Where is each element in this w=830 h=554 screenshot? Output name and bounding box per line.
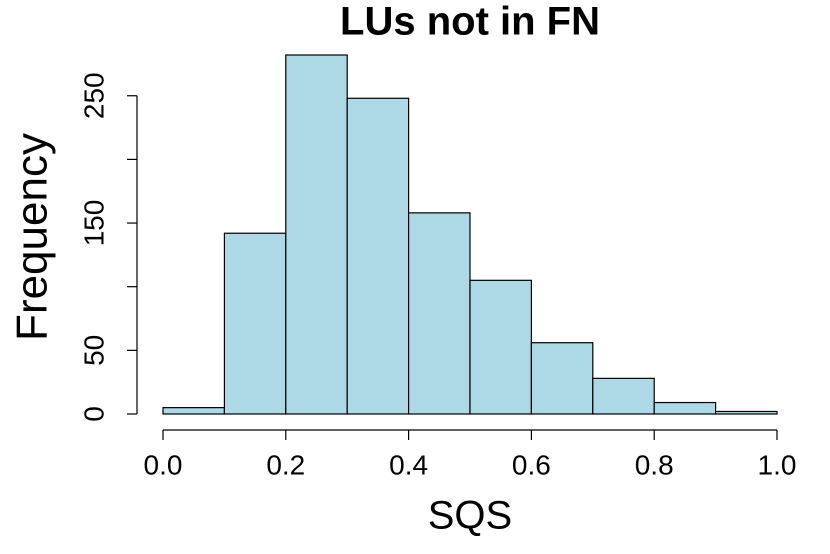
y-tick-label: 0 — [78, 406, 109, 422]
bar — [162, 407, 226, 415]
y-tick-label: 50 — [78, 335, 109, 366]
x-tick-label: 0.8 — [635, 449, 674, 480]
x-tick-label: 0.6 — [512, 449, 551, 480]
bar — [714, 410, 778, 415]
bar — [285, 54, 348, 415]
y-axis-label: Frequency — [8, 133, 57, 341]
y-tick-label: 250 — [78, 72, 109, 119]
chart-title: LUs not in FN — [340, 0, 600, 44]
bar — [223, 232, 287, 415]
bar — [346, 97, 410, 415]
bar — [592, 377, 655, 415]
x-tick-label: 0.4 — [389, 449, 428, 480]
bar — [408, 212, 471, 415]
x-tick-label: 1.0 — [758, 449, 797, 480]
x-tick-label: 0.2 — [266, 449, 305, 480]
x-axis-label: SQS — [428, 494, 512, 538]
bar — [530, 342, 594, 415]
bar — [469, 279, 533, 415]
x-tick-label: 0.0 — [144, 449, 183, 480]
bar — [653, 401, 717, 415]
y-tick-label: 150 — [78, 200, 109, 247]
